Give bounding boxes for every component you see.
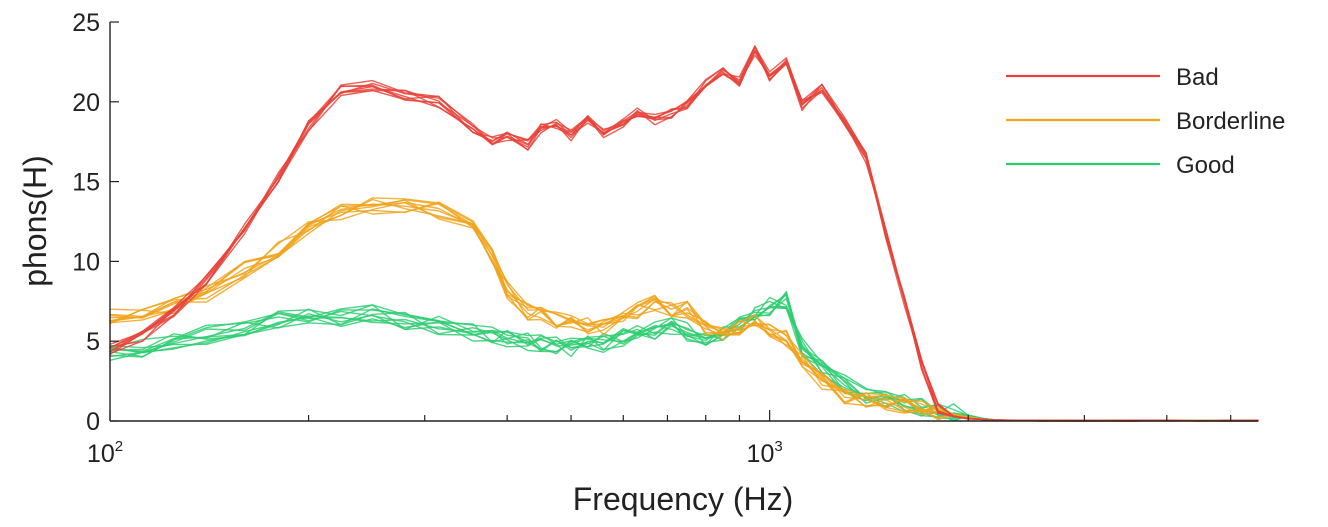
y-axis-label: phons(H) — [17, 155, 53, 287]
y-tick-label: 10 — [72, 248, 100, 276]
series-line — [109, 306, 1259, 422]
series-line — [109, 296, 1259, 422]
series-line — [109, 297, 1259, 422]
series-line — [109, 197, 1259, 422]
series-line — [109, 306, 1259, 422]
x-tick-label: 102 — [87, 438, 123, 468]
y-tick-label: 25 — [72, 9, 100, 37]
series-line — [109, 51, 1259, 422]
series-bad — [109, 45, 1259, 422]
y-tick-label: 5 — [86, 328, 100, 356]
series-line — [109, 306, 1259, 422]
series-line — [109, 300, 1259, 422]
y-tick-label: 20 — [72, 89, 100, 117]
y-tick-label: 15 — [72, 169, 100, 197]
x-tick-label: 103 — [747, 438, 783, 468]
legend-label: Borderline — [1176, 108, 1285, 135]
x-axis-ticks: 102 103 — [87, 410, 1232, 468]
y-tick-label: 0 — [86, 408, 100, 436]
legend: Bad Borderline Good — [1006, 64, 1285, 179]
legend-label: Good — [1176, 152, 1235, 179]
x-axis-label: Frequency (Hz) — [573, 481, 794, 517]
series-line — [109, 46, 1259, 422]
series-borderline — [109, 197, 1259, 422]
series-layer — [109, 45, 1259, 422]
legend-label: Bad — [1176, 64, 1219, 91]
y-axis-ticks: 0 5 10 15 20 25 — [72, 9, 119, 436]
